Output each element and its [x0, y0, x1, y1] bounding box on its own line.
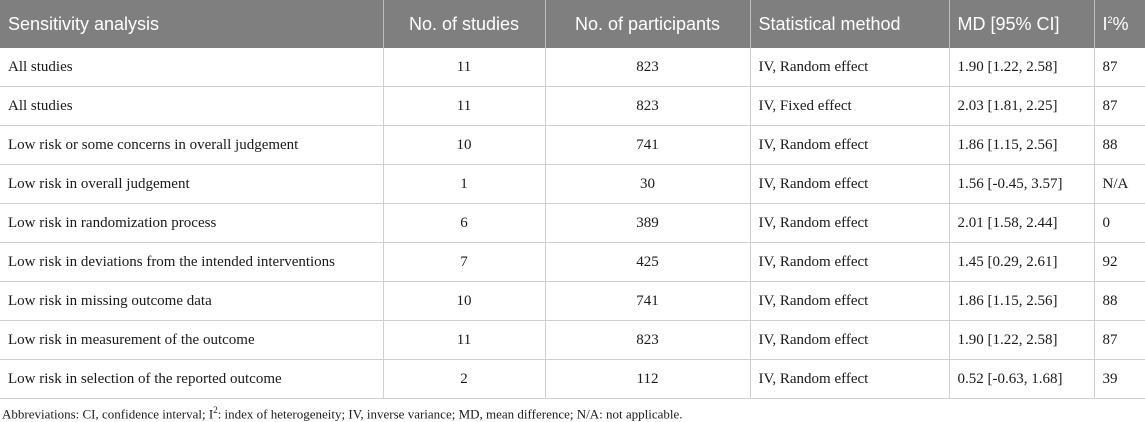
- table-row: Low risk in missing outcome data 10 741 IV,…: [0, 281, 1145, 321]
- cell-sensitivity-analysis: Low risk or some concerns in overall jud…: [0, 125, 384, 165]
- cell-md-ci: 1.45 [0.29, 2.61]: [949, 242, 1095, 282]
- cell-md-ci: 1.90 [1.22, 2.58]: [949, 320, 1095, 360]
- cell-statistical-method: IV, Random effect: [750, 242, 950, 282]
- table-row: Low risk in deviations from the intended…: [0, 242, 1145, 282]
- table-row: Low risk in randomization process 6 389 IV,…: [0, 203, 1145, 243]
- cell-no-of-studies: 11: [383, 320, 546, 360]
- cell-no-of-studies: 11: [383, 86, 546, 126]
- cell-statistical-method: IV, Random effect: [750, 125, 950, 165]
- header-statistical-method: Statistical method: [750, 0, 950, 48]
- cell-no-of-participants: 389: [545, 203, 751, 243]
- cell-sensitivity-analysis: Low risk in selection of the reported ou…: [0, 359, 384, 399]
- header-i2-percent: I2%: [1094, 0, 1145, 48]
- cell-statistical-method: IV, Random effect: [750, 203, 950, 243]
- cell-no-of-participants: 823: [545, 320, 751, 360]
- cell-no-of-studies: 10: [383, 281, 546, 321]
- cell-i2-percent: 87: [1094, 48, 1145, 87]
- cell-no-of-studies: 11: [383, 48, 546, 87]
- cell-i2-percent: 88: [1094, 281, 1145, 321]
- cell-no-of-participants: 425: [545, 242, 751, 282]
- header-no-of-studies: No. of studies: [383, 0, 546, 48]
- cell-sensitivity-analysis: Low risk in missing outcome data: [0, 281, 384, 321]
- cell-md-ci: 1.86 [1.15, 2.56]: [949, 125, 1095, 165]
- cell-statistical-method: IV, Random effect: [750, 281, 950, 321]
- header-sensitivity-analysis: Sensitivity analysis: [0, 0, 384, 48]
- cell-sensitivity-analysis: All studies: [0, 48, 384, 87]
- table-header-row: Sensitivity analysis No. of studies No. …: [0, 0, 1145, 48]
- cell-i2-percent: 88: [1094, 125, 1145, 165]
- cell-no-of-participants: 823: [545, 48, 751, 87]
- cell-sensitivity-analysis: Low risk in randomization process: [0, 203, 384, 243]
- cell-no-of-participants: 823: [545, 86, 751, 126]
- cell-statistical-method: IV, Random effect: [750, 48, 950, 87]
- table-row: Low risk in overall judgement 1 30 IV, Rand…: [0, 164, 1145, 204]
- cell-i2-percent: 87: [1094, 320, 1145, 360]
- sensitivity-analysis-table: Sensitivity analysis No. of studies No. …: [0, 0, 1145, 399]
- cell-no-of-participants: 741: [545, 125, 751, 165]
- cell-i2-percent: 87: [1094, 86, 1145, 126]
- cell-md-ci: 1.90 [1.22, 2.58]: [949, 48, 1095, 87]
- cell-md-ci: 1.56 [-0.45, 3.57]: [949, 164, 1095, 204]
- cell-md-ci: 0.52 [-0.63, 1.68]: [949, 359, 1095, 399]
- cell-sensitivity-analysis: Low risk in measurement of the outcome: [0, 320, 384, 360]
- cell-no-of-studies: 6: [383, 203, 546, 243]
- cell-statistical-method: IV, Random effect: [750, 359, 950, 399]
- cell-no-of-participants: 741: [545, 281, 751, 321]
- table-row: Low risk in measurement of the outcome 11…: [0, 320, 1145, 360]
- cell-no-of-participants: 30: [545, 164, 751, 204]
- cell-i2-percent: 39: [1094, 359, 1145, 399]
- cell-sensitivity-analysis: Low risk in deviations from the intended…: [0, 242, 384, 282]
- header-no-of-participants: No. of participants: [545, 0, 751, 48]
- cell-sensitivity-analysis: All studies: [0, 86, 384, 126]
- table-row: Low risk or some concerns in overall jud…: [0, 125, 1145, 165]
- cell-statistical-method: IV, Random effect: [750, 320, 950, 360]
- cell-i2-percent: 0: [1094, 203, 1145, 243]
- cell-i2-percent: 92: [1094, 242, 1145, 282]
- cell-md-ci: 1.86 [1.15, 2.56]: [949, 281, 1095, 321]
- table-row: Low risk in selection of the reported ou…: [0, 359, 1145, 399]
- cell-no-of-studies: 7: [383, 242, 546, 282]
- cell-md-ci: 2.01 [1.58, 2.44]: [949, 203, 1095, 243]
- cell-no-of-studies: 2: [383, 359, 546, 399]
- cell-no-of-studies: 1: [383, 164, 546, 204]
- cell-sensitivity-analysis: Low risk in overall judgement: [0, 164, 384, 204]
- cell-md-ci: 2.03 [1.81, 2.25]: [949, 86, 1095, 126]
- cell-no-of-participants: 112: [545, 359, 751, 399]
- cell-no-of-studies: 10: [383, 125, 546, 165]
- header-md-ci: MD [95% CI]: [949, 0, 1095, 48]
- table-row: All studies 11 823 IV, Random effect 1.90 [1…: [0, 48, 1145, 87]
- cell-statistical-method: IV, Fixed effect: [750, 86, 950, 126]
- abbreviations-footnote: Abbreviations: CI, confidence interval; …: [2, 405, 683, 422]
- table-row: All studies 11 823 IV, Fixed effect 2.03 [1.…: [0, 86, 1145, 126]
- cell-i2-percent: N/A: [1094, 164, 1145, 204]
- cell-statistical-method: IV, Random effect: [750, 164, 950, 204]
